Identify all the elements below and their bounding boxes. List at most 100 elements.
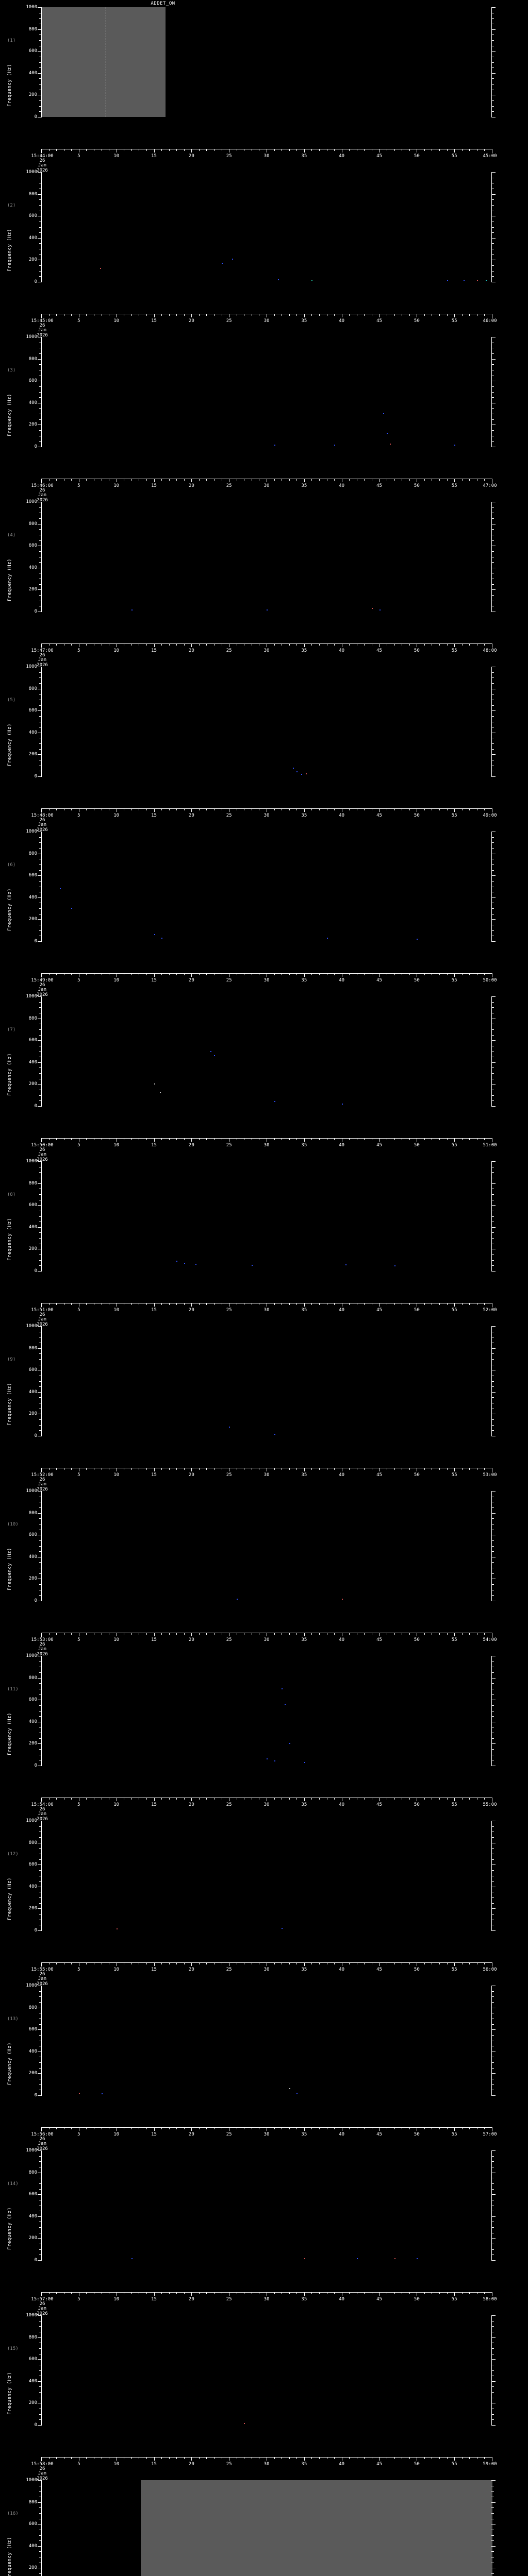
y-tick-label: 600 bbox=[28, 2357, 37, 2362]
x-tick-minor bbox=[146, 2292, 147, 2294]
plot-area[interactable] bbox=[38, 1326, 496, 1436]
y-tick-label: 200 bbox=[28, 422, 37, 428]
y-tick-major bbox=[38, 710, 42, 711]
x-tick-minor bbox=[289, 314, 290, 316]
plot-area[interactable] bbox=[38, 337, 496, 447]
y-tick-minor-right bbox=[491, 2068, 494, 2069]
plot-area[interactable] bbox=[38, 2480, 496, 2576]
x-tick-minor bbox=[206, 479, 207, 481]
y-tick-minor-right bbox=[491, 1238, 494, 1239]
x-tick-minor bbox=[176, 1468, 177, 1470]
x-tick-major bbox=[454, 1468, 455, 1471]
plot-area[interactable] bbox=[38, 1821, 496, 1931]
x-tick-minor bbox=[311, 1633, 312, 1635]
x-axis-end-label: 58:00 bbox=[483, 2297, 497, 2302]
x-tick-minor bbox=[71, 2457, 72, 2459]
y-tick-minor bbox=[39, 1991, 42, 1992]
y-tick-minor-right bbox=[491, 683, 494, 684]
x-tick-minor bbox=[184, 2292, 185, 2294]
x-tick-minor bbox=[394, 1962, 395, 1964]
y-tick-minor-right bbox=[491, 1881, 494, 1882]
y-tick-major-right bbox=[491, 1106, 496, 1107]
y-tick-major bbox=[38, 1678, 42, 1679]
x-tick-minor bbox=[131, 2127, 132, 2129]
x-tick-minor bbox=[131, 2292, 132, 2294]
detection-point bbox=[277, 279, 279, 281]
plot-area[interactable] bbox=[38, 1491, 496, 1601]
x-tick-label: 10 bbox=[113, 318, 120, 324]
detection-point bbox=[131, 2258, 133, 2259]
x-tick-minor bbox=[274, 808, 275, 810]
y-tick-minor bbox=[39, 881, 42, 882]
plot-area[interactable] bbox=[38, 7, 496, 117]
y-tick-label: 800 bbox=[28, 521, 37, 527]
x-tick-minor bbox=[364, 1468, 365, 1470]
x-tick-label: 5 bbox=[77, 1967, 80, 1972]
x-tick-label: 15 bbox=[151, 2297, 157, 2302]
plot-area[interactable] bbox=[38, 1656, 496, 1766]
panel-number: (6) bbox=[7, 862, 16, 868]
x-tick-minor bbox=[146, 479, 147, 481]
x-tick-major bbox=[304, 149, 305, 152]
x-tick-minor bbox=[462, 1633, 463, 1635]
detection-point bbox=[176, 1260, 178, 1262]
y-tick-major-right bbox=[491, 1326, 496, 1327]
y-tick-major-right bbox=[491, 754, 496, 755]
y-tick-major bbox=[38, 2502, 42, 2503]
x-tick-minor bbox=[319, 479, 320, 481]
x-axis-end-label: 46:00 bbox=[483, 318, 497, 324]
y-tick-minor bbox=[39, 2419, 42, 2420]
plot-area[interactable] bbox=[38, 1161, 496, 1272]
x-tick-minor bbox=[146, 643, 147, 646]
y-tick-label: 200 bbox=[28, 752, 37, 757]
plot-area[interactable] bbox=[38, 832, 496, 942]
y-tick-minor bbox=[39, 562, 42, 563]
y-tick-minor-right bbox=[491, 2551, 494, 2552]
y-tick-major-right bbox=[491, 2546, 496, 2547]
y-tick-label: 200 bbox=[28, 1081, 37, 1087]
x-axis-start-label: 15:44:00 bbox=[31, 154, 54, 159]
plot-area[interactable] bbox=[38, 1986, 496, 2096]
y-tick-minor-right bbox=[491, 677, 494, 678]
y-tick-label: 1000 bbox=[26, 1324, 37, 1329]
y-tick-minor bbox=[39, 1397, 42, 1398]
x-tick-label: 45 bbox=[376, 1143, 382, 1148]
plot-area[interactable] bbox=[38, 172, 496, 282]
x-tick-minor bbox=[274, 2292, 275, 2294]
plot-area[interactable] bbox=[38, 2150, 496, 2261]
x-tick-minor bbox=[394, 314, 395, 316]
y-tick-minor-right bbox=[491, 1425, 494, 1426]
x-tick-minor bbox=[169, 1303, 170, 1305]
y-tick-minor bbox=[39, 2370, 42, 2371]
y-tick-minor-right bbox=[491, 716, 494, 717]
plot-area[interactable] bbox=[38, 667, 496, 777]
y-tick-major-right bbox=[491, 29, 496, 30]
x-tick-minor bbox=[56, 149, 57, 151]
x-tick-label: 50 bbox=[414, 1308, 420, 1313]
y-tick-minor-right bbox=[491, 1897, 494, 1898]
x-tick-minor bbox=[71, 479, 72, 481]
x-tick-label: 25 bbox=[226, 813, 232, 818]
x-tick-minor bbox=[86, 2457, 87, 2459]
y-tick-minor-right bbox=[491, 2156, 494, 2157]
detection-point bbox=[305, 773, 307, 775]
detection-point bbox=[341, 1599, 343, 1600]
x-tick-minor bbox=[161, 2292, 162, 2294]
x-tick-minor bbox=[484, 1798, 485, 1800]
x-tick-minor bbox=[311, 2292, 312, 2294]
x-axis-date-label: 26 Jan 2026 bbox=[37, 488, 48, 503]
x-tick-label: 5 bbox=[77, 1143, 80, 1148]
x-tick-minor bbox=[49, 1962, 50, 1964]
plot-area[interactable] bbox=[38, 996, 496, 1107]
y-tick-minor-right bbox=[491, 2513, 494, 2514]
x-tick-minor bbox=[439, 2292, 440, 2294]
plot-area[interactable] bbox=[38, 502, 496, 612]
x-tick-minor bbox=[462, 1303, 463, 1305]
y-tick-minor-right bbox=[491, 1705, 494, 1706]
y-tick-label: 1000 bbox=[26, 2148, 37, 2153]
x-tick-label: 50 bbox=[414, 154, 420, 159]
detection-point bbox=[304, 1761, 305, 1763]
y-axis-title: Frequency (Hz) bbox=[7, 1053, 12, 1096]
x-tick-major bbox=[41, 1962, 42, 1967]
plot-area[interactable] bbox=[38, 2315, 496, 2426]
